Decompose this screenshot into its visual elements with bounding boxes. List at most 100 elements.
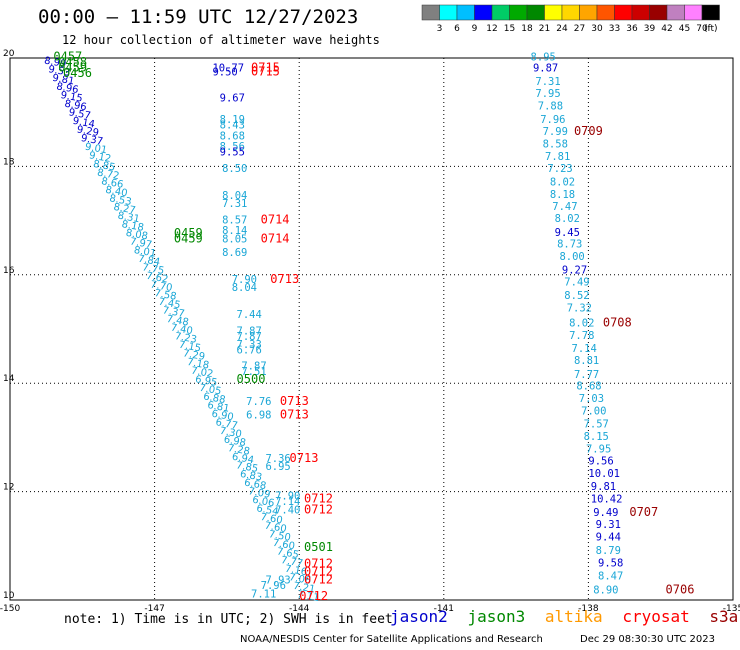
swh-value: 6.95 xyxy=(194,374,218,389)
swh-value: 9.81 xyxy=(51,73,75,88)
swh-value: 7.31 xyxy=(222,198,247,210)
colorbar-label: 30 xyxy=(591,24,603,34)
colorbar-label: 39 xyxy=(644,24,656,34)
colorbar-label: 3 xyxy=(437,24,443,34)
colorbar-unit: (ft) xyxy=(704,24,718,34)
credit-text: NOAA/NESDIS Center for Satellite Applica… xyxy=(240,634,543,645)
swh-value: 8.58 xyxy=(543,138,568,150)
swh-value: 9.58 xyxy=(598,557,623,569)
swh-value: 7.81 xyxy=(545,151,570,163)
swh-value: 7.60 xyxy=(264,521,288,536)
swh-value: 8.04 xyxy=(232,282,257,294)
x-tick-label: -147 xyxy=(144,604,164,614)
swh-value: 7.06 xyxy=(288,572,312,587)
pass-time-label: 0712 xyxy=(304,565,333,579)
x-tick-label: -138 xyxy=(578,604,599,614)
swh-value: 9.87 xyxy=(533,63,558,75)
swh-value: 7.31 xyxy=(535,76,560,88)
legend-cryosat: cryosat xyxy=(622,607,690,626)
swh-value: 8.96 xyxy=(55,81,79,96)
swh-value: 7.62 xyxy=(145,271,169,286)
swh-value: 8.00 xyxy=(559,251,584,263)
swh-value: 7.29 xyxy=(182,348,206,363)
swh-value: 10.77 xyxy=(212,63,244,75)
swh-value: 7.23 xyxy=(547,163,572,175)
pass-time-label: 0501 xyxy=(304,540,333,554)
pass-time-label: 0708 xyxy=(603,315,632,329)
swh-value: 8.99 xyxy=(43,56,67,71)
swh-value: 9.50 xyxy=(212,66,237,78)
swh-value: 7.48 xyxy=(166,314,190,329)
swh-value: 7.65 xyxy=(276,546,300,561)
swh-value: 7.97 xyxy=(129,236,153,251)
swh-value: 9.49 xyxy=(593,507,618,519)
swh-value: 9.56 xyxy=(588,456,613,468)
swh-value: 7.15 xyxy=(178,340,202,355)
page-title: 00:00 – 11:59 UTC 12/27/2023 xyxy=(38,6,359,28)
y-tick-label: 20 xyxy=(3,49,15,59)
swh-value: 7.87 xyxy=(241,361,266,373)
pass-time-label: 0712 xyxy=(299,589,328,603)
swh-value: 7.28 xyxy=(227,443,251,458)
swh-value: 8.56 xyxy=(220,141,245,153)
swh-value: 7.05 xyxy=(198,383,222,398)
pass-time-label: 0457 xyxy=(53,50,82,64)
swh-value: 7.47 xyxy=(552,201,577,213)
x-tick-label: -141 xyxy=(434,604,454,614)
swh-value: 9.67 xyxy=(220,92,245,104)
swh-value: 8.50 xyxy=(222,163,247,175)
swh-value: 6.94 xyxy=(231,452,255,467)
swh-value: 7.33 xyxy=(237,339,262,351)
swh-value: 7.77 xyxy=(574,369,599,381)
swh-value: 7.18 xyxy=(186,357,210,372)
swh-value: 8.47 xyxy=(598,570,623,582)
swh-value: 10.01 xyxy=(588,468,620,480)
swh-value: 9.15 xyxy=(60,90,84,105)
swh-value: 9.81 xyxy=(591,481,616,493)
swh-value: 9.53 xyxy=(47,64,71,79)
pass-time-label: 0500 xyxy=(237,372,266,386)
swh-value: 9.37 xyxy=(80,133,104,148)
pass-time-label: 0456 xyxy=(63,66,92,80)
pass-time-label: 0706 xyxy=(666,582,695,596)
pass-time-label: 0712 xyxy=(304,556,333,570)
swh-value: 7.57 xyxy=(584,419,609,431)
swh-value: 8.95 xyxy=(531,52,556,64)
swh-value: 6.90 xyxy=(211,409,235,424)
x-tick-label: -150 xyxy=(0,604,20,614)
swh-value: 7.03 xyxy=(579,393,604,405)
swh-value: 6.76 xyxy=(237,344,262,356)
legend-jason3: jason3 xyxy=(467,607,526,626)
pass-time-label: 0714 xyxy=(261,231,290,245)
swh-value: 6.83 xyxy=(239,469,263,484)
pass-time-label: 0713 xyxy=(280,407,309,421)
swh-value: 7.32 xyxy=(567,303,592,315)
swh-value: 7.84 xyxy=(137,254,161,269)
swh-value: 7.51 xyxy=(241,366,266,378)
swh-value: 8.18 xyxy=(121,219,145,234)
pass-time-label: 0713 xyxy=(290,451,319,465)
swh-value: 7.50 xyxy=(268,529,292,544)
y-tick-label: 16 xyxy=(3,266,15,276)
swh-value: 9.14 xyxy=(72,116,96,131)
swh-value: 7.76 xyxy=(246,396,271,408)
y-tick-label: 12 xyxy=(3,483,14,493)
swh-value: 7.85 xyxy=(235,460,259,475)
swh-value: 7.45 xyxy=(157,297,181,312)
colorbar-label: 24 xyxy=(556,24,568,34)
swh-value: 6.06 xyxy=(251,495,275,510)
color-scale-bar: 3 6 9 12 15 18 21 24 27 30 33 36 39 42 45 70(ft) xyxy=(421,4,720,34)
swh-value: 8.68 xyxy=(220,130,245,142)
colorbar-label: 9 xyxy=(472,24,478,34)
swh-value: 8.69 xyxy=(222,247,247,259)
swh-value: 9.57 xyxy=(68,107,92,122)
swh-value: 6.98 xyxy=(246,409,271,421)
swh-value: 7.40 xyxy=(170,322,194,337)
swh-value: 6.81 xyxy=(206,400,230,415)
swh-value: 7.30 xyxy=(219,426,243,441)
x-tick-label: -144 xyxy=(289,604,310,614)
swh-value: 7.11 xyxy=(251,588,276,600)
swh-value: 7.21 xyxy=(292,581,316,596)
swh-value: 6.98 xyxy=(223,434,247,449)
